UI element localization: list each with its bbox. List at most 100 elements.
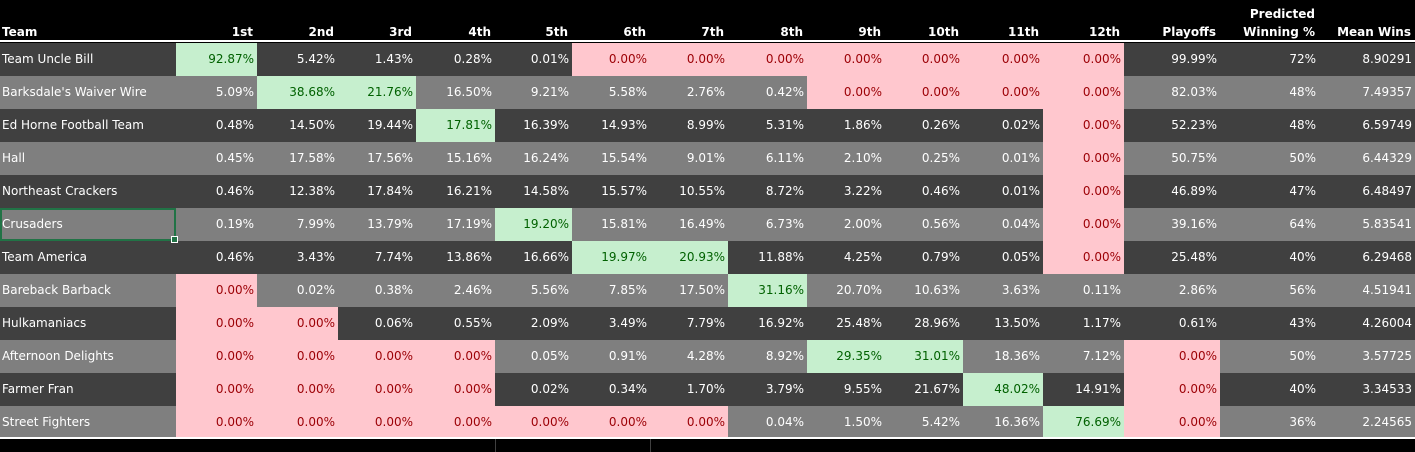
predicted-winning-cell[interactable]: 40%	[1220, 373, 1319, 406]
place-4-cell[interactable]: 0.00%	[416, 340, 495, 373]
place-2-cell[interactable]: 7.99%	[257, 208, 338, 241]
mean-wins-cell[interactable]: 2.24565	[1319, 406, 1415, 439]
place-8-cell[interactable]: 3.79%	[728, 373, 807, 406]
place-6-cell[interactable]: 0.00%	[572, 43, 650, 76]
place-9-cell[interactable]: 9.55%	[807, 373, 885, 406]
place-2-cell[interactable]: 12.38%	[257, 175, 338, 208]
place-11-cell[interactable]: 48.02%	[963, 373, 1043, 406]
team-name-cell[interactable]: Ed Horne Football Team	[0, 109, 176, 142]
place-7-cell[interactable]: 0.00%	[650, 43, 728, 76]
place-7-cell[interactable]: 20.93%	[650, 241, 728, 274]
place-6-cell[interactable]: 0.34%	[572, 373, 650, 406]
place-5-cell[interactable]: 9.21%	[495, 76, 572, 109]
playoffs-cell[interactable]: 39.16%	[1124, 208, 1220, 241]
place-7-cell[interactable]: 16.49%	[650, 208, 728, 241]
header-place-10[interactable]: 10th	[928, 25, 959, 39]
mean-wins-cell[interactable]: 6.44329	[1319, 142, 1415, 175]
place-7-cell[interactable]: 9.01%	[650, 142, 728, 175]
place-12-cell[interactable]: 0.00%	[1043, 175, 1124, 208]
place-11-cell[interactable]: 0.01%	[963, 175, 1043, 208]
place-4-cell[interactable]: 0.00%	[416, 373, 495, 406]
place-12-cell[interactable]: 0.11%	[1043, 274, 1124, 307]
place-7-cell[interactable]: 0.00%	[650, 406, 728, 439]
place-5-cell[interactable]: 19.20%	[495, 208, 572, 241]
team-name-cell[interactable]: Northeast Crackers	[0, 175, 176, 208]
place-10-cell[interactable]: 28.96%	[885, 307, 963, 340]
place-4-cell[interactable]: 2.46%	[416, 274, 495, 307]
header-predicted-winning[interactable]: Predicted Winning %	[1220, 0, 1319, 40]
place-5-cell[interactable]: 16.39%	[495, 109, 572, 142]
place-4-cell[interactable]: 17.19%	[416, 208, 495, 241]
place-9-cell[interactable]: 2.00%	[807, 208, 885, 241]
playoffs-cell[interactable]: 52.23%	[1124, 109, 1220, 142]
place-5-cell[interactable]: 0.00%	[495, 406, 572, 439]
place-1-cell[interactable]: 0.45%	[176, 142, 257, 175]
place-7-cell[interactable]: 4.28%	[650, 340, 728, 373]
place-3-cell[interactable]: 17.84%	[338, 175, 416, 208]
place-8-cell[interactable]: 5.31%	[728, 109, 807, 142]
place-4-cell[interactable]: 13.86%	[416, 241, 495, 274]
place-4-cell[interactable]: 0.00%	[416, 406, 495, 439]
place-9-cell[interactable]: 20.70%	[807, 274, 885, 307]
playoffs-cell[interactable]: 46.89%	[1124, 175, 1220, 208]
predicted-winning-cell[interactable]: 64%	[1220, 208, 1319, 241]
mean-wins-cell[interactable]: 6.59749	[1319, 109, 1415, 142]
place-1-cell[interactable]: 0.00%	[176, 340, 257, 373]
place-8-cell[interactable]: 0.42%	[728, 76, 807, 109]
place-3-cell[interactable]: 1.43%	[338, 43, 416, 76]
predicted-winning-cell[interactable]: 47%	[1220, 175, 1319, 208]
place-9-cell[interactable]: 0.00%	[807, 76, 885, 109]
place-5-cell[interactable]: 0.02%	[495, 373, 572, 406]
place-6-cell[interactable]: 7.85%	[572, 274, 650, 307]
place-11-cell[interactable]: 3.63%	[963, 274, 1043, 307]
place-12-cell[interactable]: 0.00%	[1043, 76, 1124, 109]
place-2-cell[interactable]: 17.58%	[257, 142, 338, 175]
place-11-cell[interactable]: 0.00%	[963, 76, 1043, 109]
place-11-cell[interactable]: 0.00%	[963, 43, 1043, 76]
team-name-cell[interactable]: Street Fighters	[0, 406, 176, 439]
mean-wins-cell[interactable]: 3.34533	[1319, 373, 1415, 406]
place-2-cell[interactable]: 0.00%	[257, 373, 338, 406]
place-9-cell[interactable]: 1.50%	[807, 406, 885, 439]
team-name-cell[interactable]: Hulkamaniacs	[0, 307, 176, 340]
place-11-cell[interactable]: 0.05%	[963, 241, 1043, 274]
place-11-cell[interactable]: 0.01%	[963, 142, 1043, 175]
place-12-cell[interactable]: 1.17%	[1043, 307, 1124, 340]
place-12-cell[interactable]: 0.00%	[1043, 109, 1124, 142]
place-7-cell[interactable]: 1.70%	[650, 373, 728, 406]
place-2-cell[interactable]: 14.50%	[257, 109, 338, 142]
team-name-cell[interactable]: Afternoon Delights	[0, 340, 176, 373]
place-9-cell[interactable]: 4.25%	[807, 241, 885, 274]
place-9-cell[interactable]: 3.22%	[807, 175, 885, 208]
playoffs-cell[interactable]: 0.00%	[1124, 340, 1220, 373]
place-12-cell[interactable]: 7.12%	[1043, 340, 1124, 373]
place-10-cell[interactable]: 5.42%	[885, 406, 963, 439]
place-2-cell[interactable]: 0.02%	[257, 274, 338, 307]
mean-wins-cell[interactable]: 8.90291	[1319, 43, 1415, 76]
place-3-cell[interactable]: 0.00%	[338, 340, 416, 373]
place-11-cell[interactable]: 18.36%	[963, 340, 1043, 373]
header-playoffs[interactable]: Playoffs	[1162, 25, 1216, 39]
predicted-winning-cell[interactable]: 43%	[1220, 307, 1319, 340]
place-2-cell[interactable]: 0.00%	[257, 340, 338, 373]
team-name-cell[interactable]: Hall	[0, 142, 176, 175]
place-1-cell[interactable]: 0.46%	[176, 175, 257, 208]
place-8-cell[interactable]: 8.92%	[728, 340, 807, 373]
place-11-cell[interactable]: 13.50%	[963, 307, 1043, 340]
predicted-winning-cell[interactable]: 50%	[1220, 142, 1319, 175]
playoffs-cell[interactable]: 0.00%	[1124, 373, 1220, 406]
place-8-cell[interactable]: 31.16%	[728, 274, 807, 307]
place-5-cell[interactable]: 0.05%	[495, 340, 572, 373]
place-5-cell[interactable]: 14.58%	[495, 175, 572, 208]
header-mean-wins[interactable]: Mean Wins	[1337, 25, 1411, 39]
header-place-2[interactable]: 2nd	[308, 25, 334, 39]
place-6-cell[interactable]: 19.97%	[572, 241, 650, 274]
place-1-cell[interactable]: 0.00%	[176, 307, 257, 340]
place-4-cell[interactable]: 15.16%	[416, 142, 495, 175]
place-9-cell[interactable]: 29.35%	[807, 340, 885, 373]
place-10-cell[interactable]: 10.63%	[885, 274, 963, 307]
predicted-winning-cell[interactable]: 48%	[1220, 76, 1319, 109]
header-place-12[interactable]: 12th	[1089, 25, 1120, 39]
place-4-cell[interactable]: 0.55%	[416, 307, 495, 340]
header-place-6[interactable]: 6th	[623, 25, 646, 39]
